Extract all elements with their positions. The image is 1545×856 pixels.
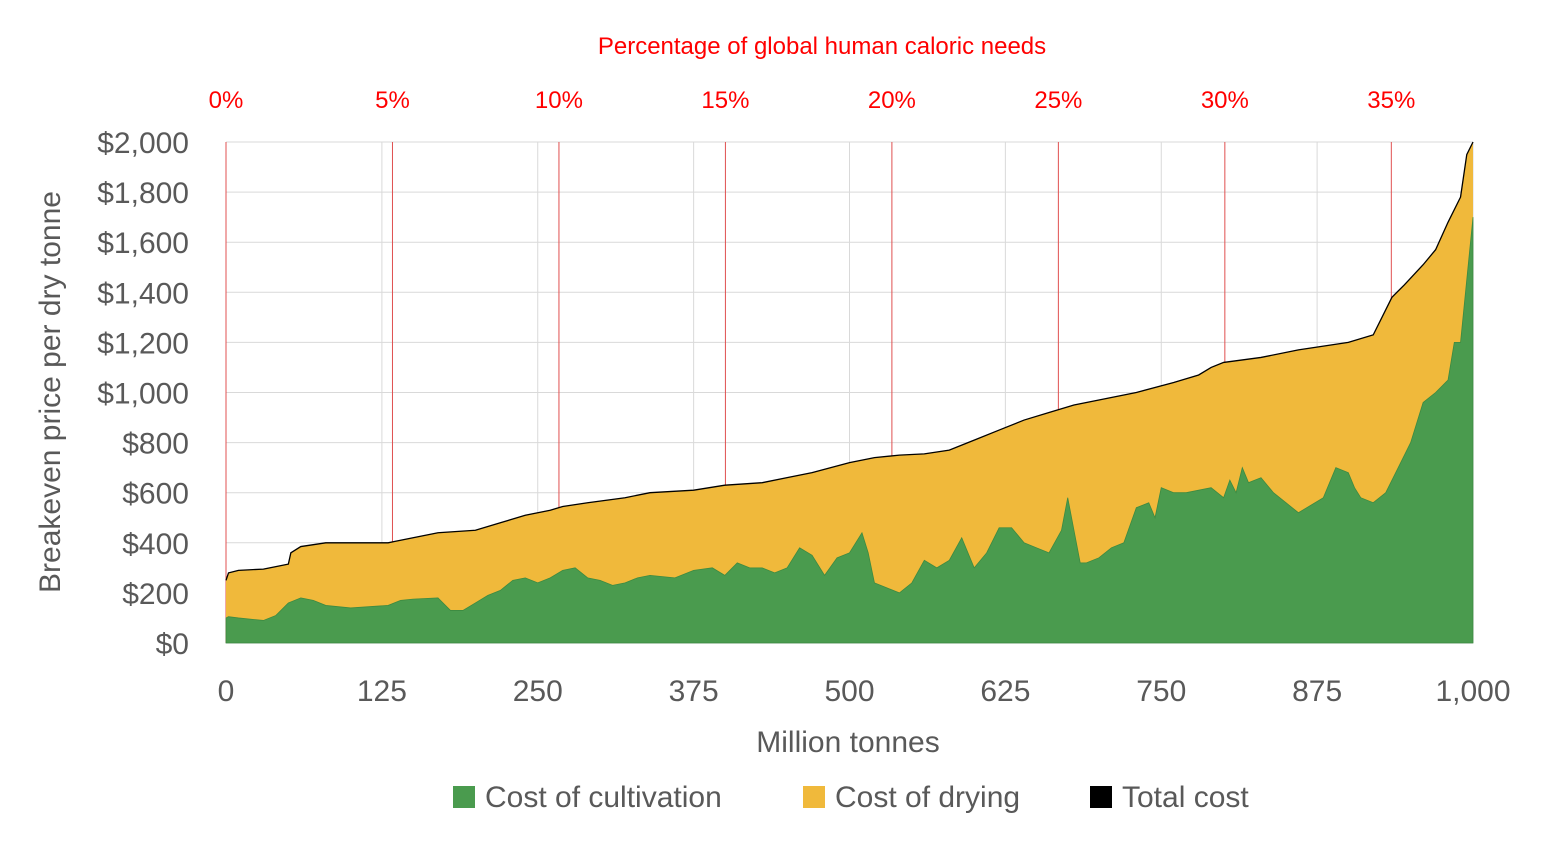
x-axis-ticks: 0 125 250 375 500 625 750 875 1,000 (218, 675, 1511, 708)
legend-label-total: Total cost (1122, 781, 1249, 814)
x-tick-label: 125 (357, 675, 407, 708)
top-tick-label: 35% (1367, 87, 1415, 114)
cultivation-area (225, 217, 1474, 644)
y-tick-label: $800 (122, 428, 189, 461)
x-tick-label: 500 (824, 675, 874, 708)
top-tick-label: 15% (701, 87, 749, 114)
y-tick-label: $1,400 (97, 277, 189, 310)
x-axis-title: Million tonnes (756, 726, 939, 759)
x-tick-label: 1,000 (1435, 675, 1510, 708)
x-tick-label: 375 (669, 675, 719, 708)
legend-label-cultivation: Cost of cultivation (485, 781, 722, 814)
top-tick-label: 30% (1201, 87, 1249, 114)
x-tick-label: 0 (218, 675, 235, 708)
y-tick-label: $1,800 (97, 177, 189, 210)
x-tick-label: 875 (1292, 675, 1342, 708)
secondary-x-axis-title: Percentage of global human caloric needs (598, 33, 1046, 60)
legend-swatch-drying (803, 786, 825, 808)
legend: Cost of cultivation Cost of drying Total… (453, 781, 1249, 814)
y-tick-label: $1,000 (97, 378, 189, 411)
x-tick-label: 250 (513, 675, 563, 708)
top-tick-label: 5% (375, 87, 410, 114)
top-axis-ticks: 0% 5% 10% 15% 20% 25% 30% 35% (209, 87, 1416, 114)
top-tick-label: 0% (209, 87, 244, 114)
y-tick-label: $2,000 (97, 127, 189, 160)
x-tick-label: 750 (1136, 675, 1186, 708)
y-tick-label: $0 (156, 628, 189, 661)
top-tick-label: 20% (868, 87, 916, 114)
legend-swatch-total (1090, 786, 1112, 808)
y-tick-label: $400 (122, 528, 189, 561)
total-cost-line (225, 141, 1474, 581)
y-axis-title: Breakeven price per dry tonne (34, 191, 67, 593)
y-axis-ticks: $0 $200 $400 $600 $800 $1,000 $1,200 $1,400 $1,6… (97, 127, 189, 661)
y-tick-label: $600 (122, 478, 189, 511)
top-tick-label: 25% (1034, 87, 1082, 114)
y-tick-label: $200 (122, 578, 189, 611)
y-tick-label: $1,600 (97, 227, 189, 260)
legend-label-drying: Cost of drying (835, 781, 1020, 814)
series-layer (225, 141, 1474, 644)
x-tick-label: 625 (980, 675, 1030, 708)
top-tick-label: 10% (535, 87, 583, 114)
legend-swatch-cultivation (453, 786, 475, 808)
y-tick-label: $1,200 (97, 327, 189, 360)
